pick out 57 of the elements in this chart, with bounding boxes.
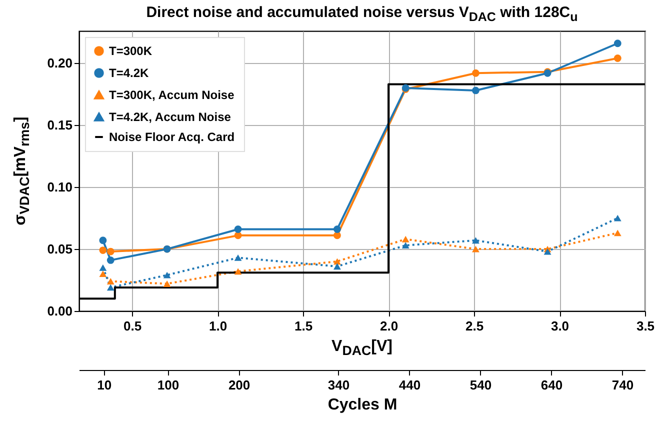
legend-label: T=4.2K, Accum Noise bbox=[109, 110, 232, 124]
x-tick-label: 2.0 bbox=[380, 318, 398, 334]
y-tick-label: 0.10 bbox=[47, 180, 72, 195]
point bbox=[614, 230, 622, 236]
point bbox=[472, 86, 480, 94]
point bbox=[99, 246, 107, 254]
point bbox=[333, 232, 341, 240]
point bbox=[163, 280, 171, 287]
x-tick-label: 1.0 bbox=[208, 318, 228, 334]
x2-axis-title: Cycles M bbox=[328, 396, 398, 414]
y-tick-label: 0.05 bbox=[47, 242, 72, 257]
point bbox=[106, 278, 114, 284]
x-tick-label: 3.0 bbox=[550, 318, 570, 334]
point bbox=[333, 226, 341, 233]
x2-tick-label: 10 bbox=[97, 378, 112, 392]
point bbox=[614, 214, 622, 222]
point bbox=[106, 256, 114, 264]
point bbox=[106, 284, 114, 291]
point bbox=[333, 258, 341, 265]
point bbox=[99, 236, 107, 244]
y-tick-label: 0.00 bbox=[47, 304, 72, 318]
point bbox=[234, 226, 242, 233]
point bbox=[234, 254, 242, 261]
legend-label: Noise Floor Acq. Card bbox=[109, 130, 235, 144]
x2-tick-label: 540 bbox=[470, 378, 492, 392]
x-tick-label: 0.5 bbox=[123, 318, 142, 334]
legend-label: T=4.2K bbox=[109, 66, 150, 80]
x-axis-title: V$_{DAC}$[V] bbox=[330, 338, 394, 358]
point bbox=[614, 40, 622, 48]
legend-label: T=300K, Accum Noise bbox=[109, 88, 235, 102]
point bbox=[106, 248, 114, 256]
x2-tick-label: 640 bbox=[540, 378, 563, 392]
point bbox=[163, 272, 171, 278]
point bbox=[472, 246, 480, 252]
point bbox=[402, 236, 410, 242]
x2-tick-label: 340 bbox=[328, 378, 350, 392]
y-tick-label: 0.20 bbox=[47, 56, 72, 71]
x-tick-label: 1.5 bbox=[294, 318, 313, 334]
point bbox=[333, 263, 341, 270]
point bbox=[99, 270, 107, 278]
point bbox=[544, 248, 552, 255]
x2-tick-label: 200 bbox=[228, 378, 250, 392]
point bbox=[234, 232, 242, 240]
point bbox=[614, 54, 622, 62]
x2-tick-label: 740 bbox=[612, 378, 634, 392]
x-tick-label: 3.5 bbox=[636, 318, 655, 334]
legend-label: T=300K bbox=[109, 44, 152, 58]
point bbox=[472, 69, 480, 77]
x2-tick-label: 100 bbox=[157, 378, 180, 392]
x2-tick-label: 440 bbox=[398, 378, 421, 392]
point bbox=[402, 242, 410, 249]
point bbox=[234, 268, 242, 275]
point bbox=[472, 237, 480, 244]
y-tick-label: 0.15 bbox=[47, 118, 72, 133]
point bbox=[99, 264, 107, 271]
chart-title: Direct noise and accumulated noise versus V$_{DAC}$ with 128C$_{u}$ bbox=[145, 4, 579, 24]
x-tick-label: 2.5 bbox=[465, 318, 484, 334]
